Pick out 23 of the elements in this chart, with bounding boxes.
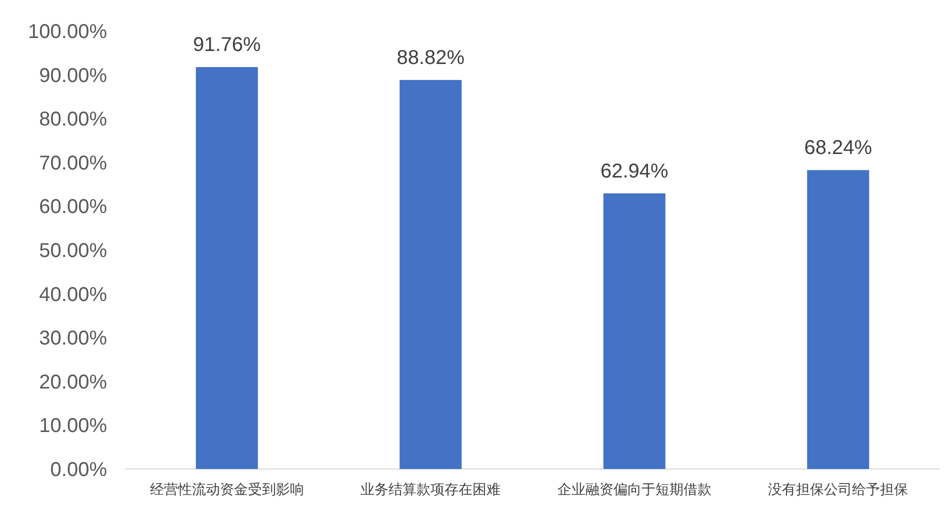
data-label: 62.94% — [600, 160, 668, 182]
y-tick-label: 10.00% — [39, 415, 108, 438]
y-tick-label: 0.00% — [50, 459, 108, 481]
y-tick-label: 20.00% — [39, 371, 108, 394]
y-tick-label: 70.00% — [39, 152, 108, 174]
y-tick-label: 90.00% — [39, 64, 108, 87]
x-tick-label: 业务结算款项存在困难 — [360, 481, 501, 497]
bar — [400, 80, 462, 469]
y-tick-label: 50.00% — [39, 240, 108, 262]
x-tick-label: 企业融资偏向于短期借款 — [557, 481, 712, 497]
bar — [603, 193, 666, 469]
data-label: 88.82% — [396, 46, 465, 69]
y-tick-label: 100.00% — [28, 21, 108, 43]
y-tick-label: 60.00% — [39, 196, 108, 218]
bar — [196, 67, 258, 469]
data-label: 68.24% — [804, 137, 872, 160]
y-tick-label: 30.00% — [39, 328, 108, 350]
x-tick-label: 经营性流动资金受到影响 — [150, 481, 304, 497]
y-tick-label: 40.00% — [39, 284, 108, 306]
x-tick-label: 没有担保公司给予担保 — [768, 481, 908, 497]
data-label: 91.76% — [192, 34, 261, 56]
bar — [807, 170, 870, 469]
y-tick-label: 80.00% — [39, 108, 108, 131]
